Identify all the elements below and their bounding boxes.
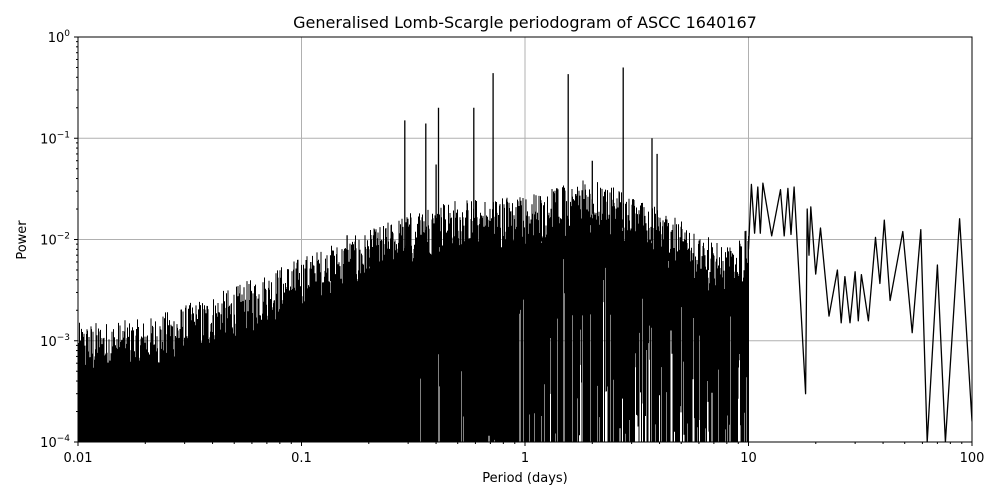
x-tick-label: 0.01: [64, 451, 93, 466]
x-tick-label: 100: [960, 451, 985, 466]
x-tick-label: 1: [521, 451, 529, 466]
x-tick-label: 0.1: [291, 451, 312, 466]
y-axis-label: Power: [15, 220, 30, 260]
y-tick-label: 10−1: [40, 130, 70, 147]
chart-title: Generalised Lomb-Scargle periodogram of …: [293, 13, 757, 32]
y-tick-label: 100: [48, 29, 71, 46]
x-axis-ticks: 0.01 0.1 1 10 100: [64, 442, 985, 466]
y-axis-ticks: 100 10−1 10−2 10−3 10−4: [40, 29, 78, 451]
y-tick-label: 10−3: [40, 333, 70, 350]
x-axis-label: Period (days): [482, 471, 568, 486]
y-tick-label: 10−4: [40, 434, 70, 451]
periodogram-series: [78, 67, 972, 442]
x-tick-label: 10: [740, 451, 757, 466]
y-tick-label: 10−2: [40, 232, 70, 249]
